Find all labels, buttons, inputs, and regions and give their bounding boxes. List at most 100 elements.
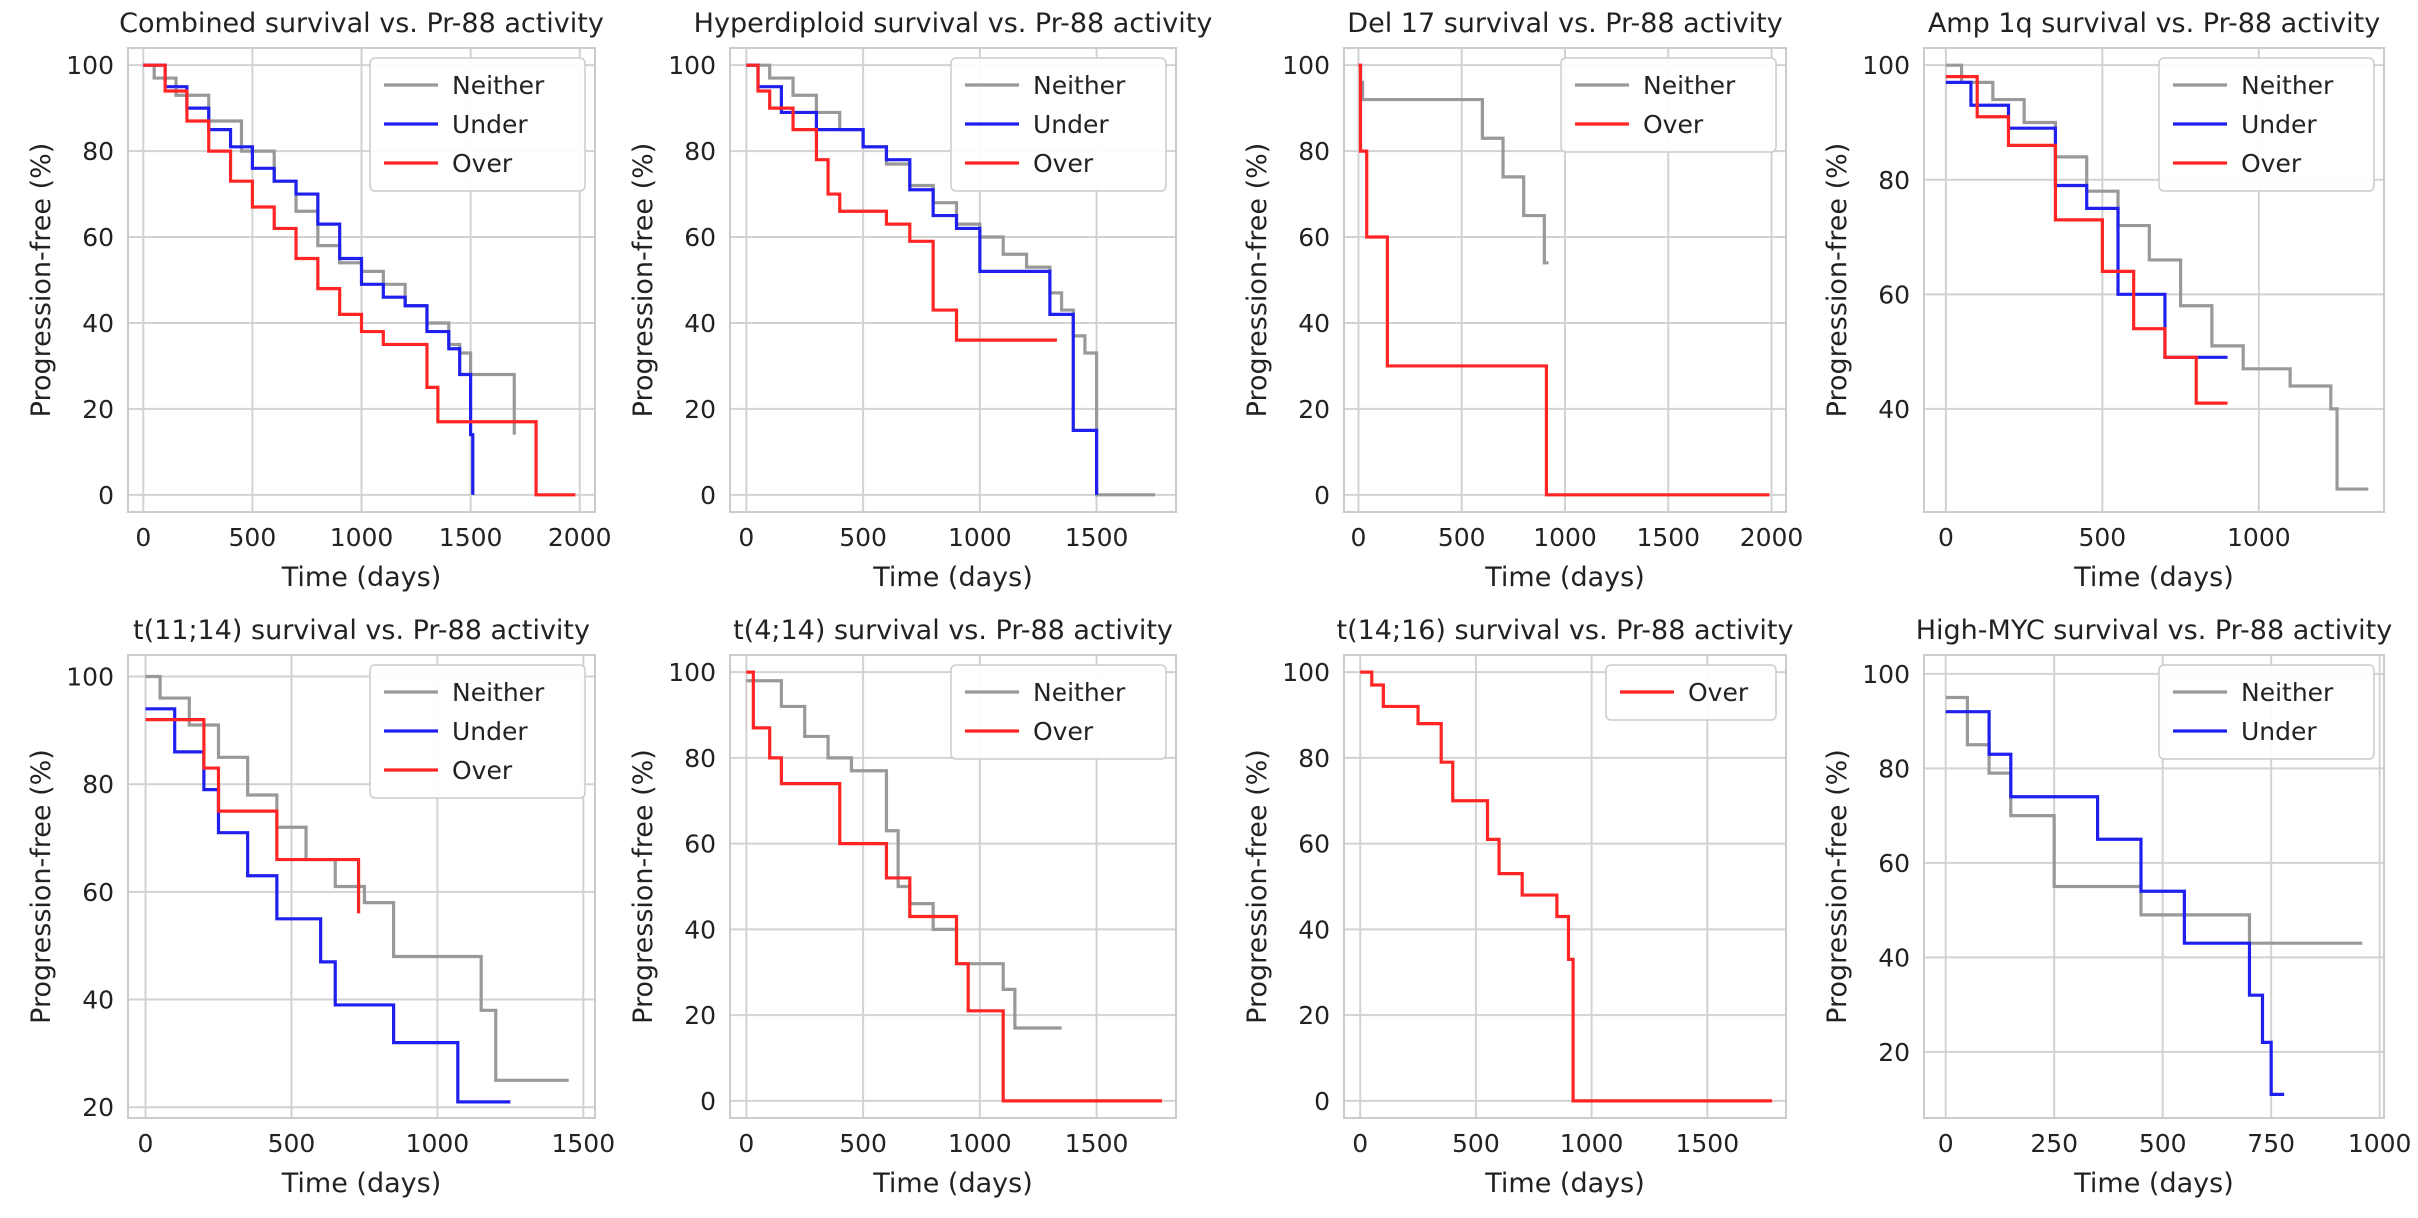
y-axis-label: Progression-free (%) bbox=[26, 749, 57, 1024]
legend-label-neither: Neither bbox=[1033, 678, 1126, 707]
legend: Neither Over bbox=[950, 664, 1167, 760]
x-tick-label: 0 bbox=[1352, 1129, 1368, 1158]
y-tick-label: 60 bbox=[1298, 830, 1330, 859]
chart-title: t(11;14) survival vs. Pr-88 activity bbox=[133, 615, 590, 646]
legend-box bbox=[950, 664, 1167, 760]
y-tick-label: 20 bbox=[684, 395, 716, 424]
y-axis-label: Progression-free (%) bbox=[1242, 143, 1273, 418]
y-tick-label: 100 bbox=[1862, 51, 1910, 80]
chart-title: Combined survival vs. Pr-88 activity bbox=[119, 8, 604, 39]
x-tick-label: 500 bbox=[268, 1129, 316, 1158]
x-tick-label: 0 bbox=[135, 523, 151, 552]
chart-title: t(4;14) survival vs. Pr-88 activity bbox=[733, 615, 1173, 646]
legend-box bbox=[950, 57, 1167, 192]
legend-label-under: Under bbox=[2241, 717, 2317, 746]
y-tick-label: 100 bbox=[668, 658, 716, 687]
legend: Over bbox=[1605, 664, 1777, 721]
x-tick-label: 1500 bbox=[552, 1129, 616, 1158]
x-axis-label: Time (days) bbox=[1484, 1168, 1644, 1199]
x-tick-label: 1000 bbox=[948, 523, 1012, 552]
y-tick-label: 80 bbox=[1878, 166, 1910, 195]
plot-frame bbox=[1343, 47, 1787, 513]
series-neither-line bbox=[143, 63, 516, 435]
chart-panel-3: 0 500 1000 1500 2000 0 20 40 60 80 100 Del 17 survi… bbox=[1242, 8, 1803, 593]
x-axis-label: Time (days) bbox=[281, 1168, 441, 1199]
x-tick-label: 1500 bbox=[439, 523, 503, 552]
y-tick-label: 60 bbox=[1878, 849, 1910, 878]
plot-frame bbox=[1923, 654, 2385, 1119]
y-tick-label: 80 bbox=[1298, 744, 1330, 773]
x-axis-label: Time (days) bbox=[872, 1168, 1032, 1199]
series-neither-line bbox=[746, 679, 1062, 1030]
chart-panel-2: 0 500 1000 1500 0 20 40 60 80 100 Hyperdiploid sur… bbox=[628, 8, 1212, 593]
legend: Neither Under bbox=[2158, 664, 2375, 760]
x-axis-label: Time (days) bbox=[281, 562, 441, 593]
legend-label-over: Over bbox=[2241, 149, 2302, 178]
legend-label-under: Under bbox=[2241, 110, 2317, 139]
y-tick-label: 20 bbox=[1878, 1038, 1910, 1067]
legend-label-over: Over bbox=[452, 756, 513, 785]
plot-frame bbox=[1343, 654, 1787, 1119]
y-tick-label: 80 bbox=[1878, 754, 1910, 783]
x-tick-label: 750 bbox=[2247, 1129, 2295, 1158]
y-tick-label: 40 bbox=[1298, 309, 1330, 338]
x-tick-label: 500 bbox=[1452, 1129, 1500, 1158]
legend-label-over: Over bbox=[1033, 717, 1094, 746]
y-axis-label: Progression-free (%) bbox=[1822, 749, 1853, 1024]
plot-frame bbox=[127, 654, 596, 1119]
legend-label-under: Under bbox=[1033, 110, 1109, 139]
legend-label-over: Over bbox=[1033, 149, 1094, 178]
x-tick-label: 1000 bbox=[1533, 523, 1597, 552]
x-axis-label: Time (days) bbox=[2073, 562, 2233, 593]
x-tick-label: 500 bbox=[839, 1129, 887, 1158]
x-tick-label: 500 bbox=[1438, 523, 1486, 552]
y-tick-label: 80 bbox=[82, 137, 114, 166]
x-tick-label: 500 bbox=[229, 523, 277, 552]
y-tick-label: 20 bbox=[82, 395, 114, 424]
y-tick-label: 80 bbox=[684, 744, 716, 773]
y-tick-label: 80 bbox=[1298, 137, 1330, 166]
y-tick-label: 80 bbox=[82, 770, 114, 799]
x-tick-label: 2000 bbox=[1740, 523, 1804, 552]
chart-panel-5: 0 500 1000 1500 20 40 60 80 100 t(11;14) survival… bbox=[26, 615, 615, 1199]
y-tick-label: 60 bbox=[684, 830, 716, 859]
y-tick-label: 100 bbox=[1282, 51, 1330, 80]
plot-frame bbox=[729, 47, 1177, 513]
y-axis-label: Progression-free (%) bbox=[628, 143, 659, 418]
series-neither-line bbox=[1358, 63, 1549, 265]
plot-frame bbox=[127, 47, 596, 513]
x-tick-label: 1500 bbox=[1065, 523, 1129, 552]
y-tick-label: 20 bbox=[82, 1093, 114, 1122]
y-axis-label: Progression-free (%) bbox=[1822, 143, 1853, 418]
y-tick-label: 100 bbox=[1862, 660, 1910, 689]
y-tick-label: 40 bbox=[1878, 943, 1910, 972]
series-neither-line bbox=[1945, 695, 2363, 945]
legend-box bbox=[1560, 57, 1777, 153]
series-over-line bbox=[746, 670, 1162, 1103]
legend: Neither Under Over bbox=[369, 57, 586, 192]
y-tick-label: 0 bbox=[700, 1087, 716, 1116]
x-axis-label: Time (days) bbox=[872, 562, 1032, 593]
series-over-line bbox=[1945, 75, 2228, 405]
legend-label-neither: Neither bbox=[452, 71, 545, 100]
x-tick-label: 0 bbox=[1938, 1129, 1954, 1158]
legend: Neither Under Over bbox=[950, 57, 1167, 192]
y-tick-label: 40 bbox=[82, 309, 114, 338]
y-tick-label: 60 bbox=[1298, 223, 1330, 252]
y-tick-label: 60 bbox=[82, 223, 114, 252]
y-tick-label: 60 bbox=[684, 223, 716, 252]
x-tick-label: 1000 bbox=[1560, 1129, 1624, 1158]
chart-title: High-MYC survival vs. Pr-88 activity bbox=[1916, 615, 2393, 646]
x-tick-label: 1000 bbox=[330, 523, 394, 552]
series-over-line bbox=[143, 63, 576, 497]
legend-label-neither: Neither bbox=[1643, 71, 1736, 100]
y-tick-label: 100 bbox=[668, 51, 716, 80]
y-tick-label: 100 bbox=[1282, 658, 1330, 687]
x-tick-label: 1000 bbox=[2227, 523, 2291, 552]
x-tick-label: 500 bbox=[839, 523, 887, 552]
series-over-line bbox=[1358, 63, 1770, 497]
y-tick-label: 60 bbox=[1878, 280, 1910, 309]
